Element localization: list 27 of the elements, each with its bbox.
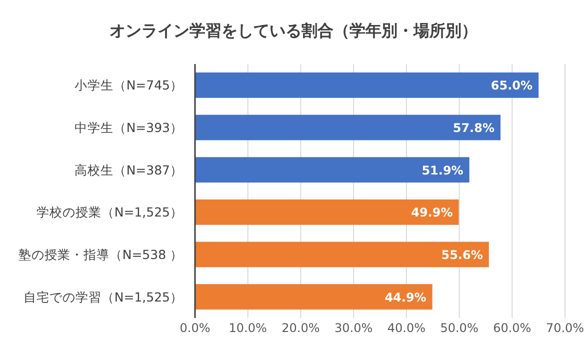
y-tick-label: 学校の授業（N=1,525） — [36, 204, 183, 220]
x-tick-label: 0.0% — [180, 321, 210, 335]
y-tick-label: 塾の授業・指導（N=538 ） — [18, 247, 183, 262]
y-tick-label: 高校生（N=387） — [74, 162, 183, 178]
bar — [195, 199, 459, 225]
y-tick-label: 自宅での学習（N=1,525） — [23, 289, 183, 304]
data-label: 51.9% — [422, 163, 464, 178]
data-label: 55.6% — [441, 248, 483, 262]
data-label: 49.9% — [411, 206, 453, 220]
x-tick-label: 20.0% — [282, 321, 320, 335]
bar — [195, 242, 489, 268]
chart-title: オンライン学習をしている割合（学年別・場所別） — [110, 21, 478, 40]
x-tick-label: 40.0% — [387, 321, 426, 335]
x-tick-label: 50.0% — [440, 321, 478, 335]
y-tick-label: 中学生（N=393） — [74, 120, 183, 135]
y-tick-label: 小学生（N=745） — [74, 78, 183, 93]
data-label: 57.8% — [452, 121, 495, 135]
data-label: 44.9% — [384, 290, 426, 304]
x-tick-label: 70.0% — [546, 321, 584, 335]
x-tick-label: 10.0% — [228, 321, 267, 335]
x-tick-label: 30.0% — [334, 321, 373, 335]
bar — [195, 157, 470, 183]
bar — [195, 72, 539, 98]
bar — [195, 114, 501, 140]
x-tick-label: 60.0% — [493, 321, 532, 335]
data-label: 65.0% — [490, 78, 533, 93]
bar — [195, 284, 432, 310]
